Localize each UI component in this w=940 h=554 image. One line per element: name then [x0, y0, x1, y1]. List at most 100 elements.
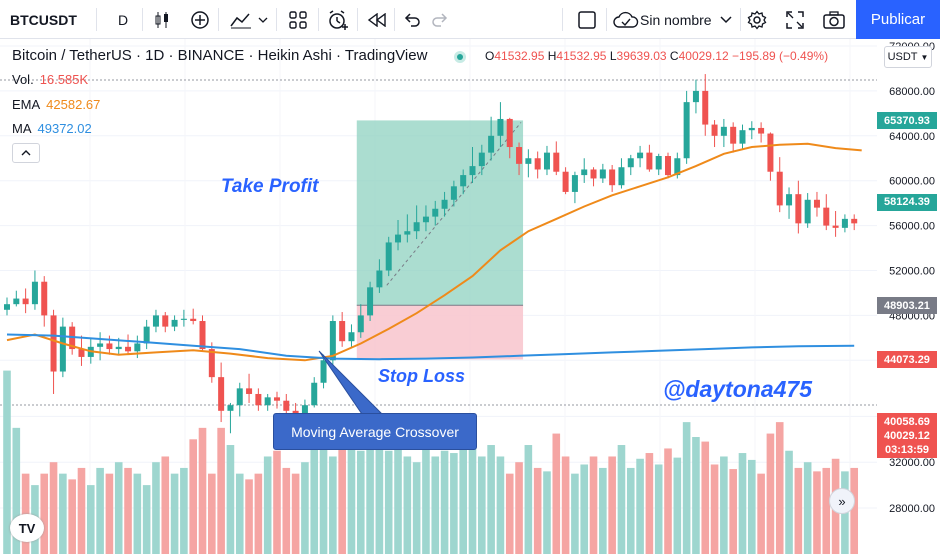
price-tick-label: 60000.00 — [889, 176, 935, 188]
take-profit-label[interactable]: Take Profit — [221, 176, 319, 197]
candle-body — [804, 199, 811, 224]
open-label: O — [485, 49, 495, 63]
volume-bar — [152, 462, 160, 554]
volume-bar — [86, 485, 95, 554]
candle-body — [590, 169, 597, 179]
high-value: 41532.95 — [556, 49, 607, 63]
candle-body — [646, 152, 653, 170]
candle-body — [441, 199, 448, 209]
replay-icon[interactable] — [364, 0, 390, 39]
volume-bar — [757, 473, 765, 554]
price-chart[interactable]: 44000.0048000.0052000.0056000.0060000.00… — [0, 39, 940, 554]
callout-pointer — [318, 350, 382, 418]
volume-bar — [403, 456, 412, 554]
volume-bar — [496, 456, 505, 554]
price-tag: 03:13:59 — [877, 441, 937, 458]
candle-body — [739, 130, 746, 144]
fullscreen-icon[interactable] — [782, 0, 808, 39]
candle-body — [460, 175, 467, 187]
stop-loss-label[interactable]: Stop Loss — [378, 366, 466, 386]
indicators-icon[interactable] — [226, 0, 272, 39]
volume-bar — [440, 450, 449, 554]
ma-legend[interactable]: MA 49372.02 — [12, 121, 92, 136]
candle-body — [627, 158, 634, 168]
camera-icon[interactable] — [821, 0, 847, 39]
layout-name[interactable]: Sin nombre — [640, 11, 712, 28]
chevron-down-icon[interactable] — [716, 0, 736, 39]
tradingview-logo[interactable]: TV — [10, 514, 44, 542]
candle-body — [106, 343, 113, 350]
volume-bar — [468, 441, 477, 554]
volume-bar — [301, 462, 309, 554]
candle-body — [134, 343, 141, 352]
volume-label: Vol. — [12, 72, 34, 87]
add-indicator-icon[interactable] — [187, 0, 213, 39]
candle-body — [748, 127, 755, 131]
position-diagonal — [386, 122, 522, 286]
candle-body — [823, 207, 830, 226]
price-tag: 48903.21 — [877, 297, 937, 315]
volume-bar — [329, 456, 337, 554]
candle-body — [674, 158, 681, 176]
currency-button[interactable]: USDT ▼ — [884, 46, 932, 68]
candle-body — [450, 186, 457, 200]
layout-grid-icon[interactable] — [285, 0, 311, 39]
publish-button[interactable]: Publicar — [856, 0, 940, 39]
candle-body — [301, 405, 308, 417]
symbol-search[interactable]: BTCUSDT — [10, 11, 77, 28]
candle-body — [581, 169, 588, 176]
fullscreen-box-icon[interactable] — [575, 0, 599, 39]
volume-bar — [96, 467, 104, 554]
volume-bar — [273, 450, 281, 554]
ema-legend[interactable]: EMA 42582.67 — [12, 97, 100, 112]
ema-label: EMA — [12, 97, 41, 112]
collapse-legend-button[interactable] — [12, 143, 40, 163]
volume-bar — [710, 464, 719, 554]
volume-bar — [664, 448, 672, 554]
candle-body — [329, 321, 336, 361]
volume-bar — [105, 473, 114, 554]
volume-bar — [617, 445, 626, 554]
volume-bar — [412, 462, 421, 554]
close-label: C — [669, 49, 679, 63]
ma-value: 49372.02 — [37, 121, 92, 136]
volume-bar — [422, 445, 430, 554]
volume-bar — [59, 473, 67, 554]
volume-bar — [720, 456, 728, 554]
candles — [4, 74, 858, 434]
candle-body — [50, 315, 57, 372]
candle-body — [776, 171, 783, 206]
volume-legend[interactable]: Vol. 16.585K — [12, 72, 88, 87]
candle-body — [525, 158, 532, 164]
volume-bar — [636, 458, 644, 554]
candle-body — [553, 152, 560, 172]
volume-bar — [254, 473, 263, 554]
double-chevron-right-icon: » — [838, 493, 846, 509]
candle-body — [162, 315, 169, 327]
candle-body — [637, 152, 644, 159]
alert-icon[interactable] — [324, 0, 352, 39]
redo-icon[interactable] — [428, 0, 452, 39]
chevron-down-icon: ▼ — [920, 52, 929, 62]
gear-icon[interactable] — [744, 0, 770, 39]
volume-bar — [766, 433, 775, 554]
price-tag: 40029.12 — [877, 427, 937, 444]
volume-bar — [533, 467, 542, 554]
author-handle-label[interactable]: @daytona475 — [663, 376, 812, 402]
undo-icon[interactable] — [400, 0, 424, 39]
candle-body — [422, 216, 429, 223]
interval-button[interactable]: D — [117, 11, 129, 28]
ema-line — [6, 142, 862, 362]
candle-body — [832, 225, 839, 228]
candle-body — [562, 171, 569, 192]
candles-icon[interactable] — [150, 0, 176, 39]
volume-bar — [77, 467, 86, 554]
volume-bar — [729, 469, 737, 554]
volume-bar — [263, 456, 272, 554]
scroll-to-realtime-button[interactable]: » — [829, 488, 855, 514]
crossover-callout[interactable]: Moving Average Crossover — [273, 413, 477, 450]
volume-bar — [552, 433, 561, 554]
price-tag: 58124.39 — [877, 193, 937, 211]
volume-bar — [748, 459, 756, 554]
cloud-icon[interactable] — [612, 0, 640, 39]
